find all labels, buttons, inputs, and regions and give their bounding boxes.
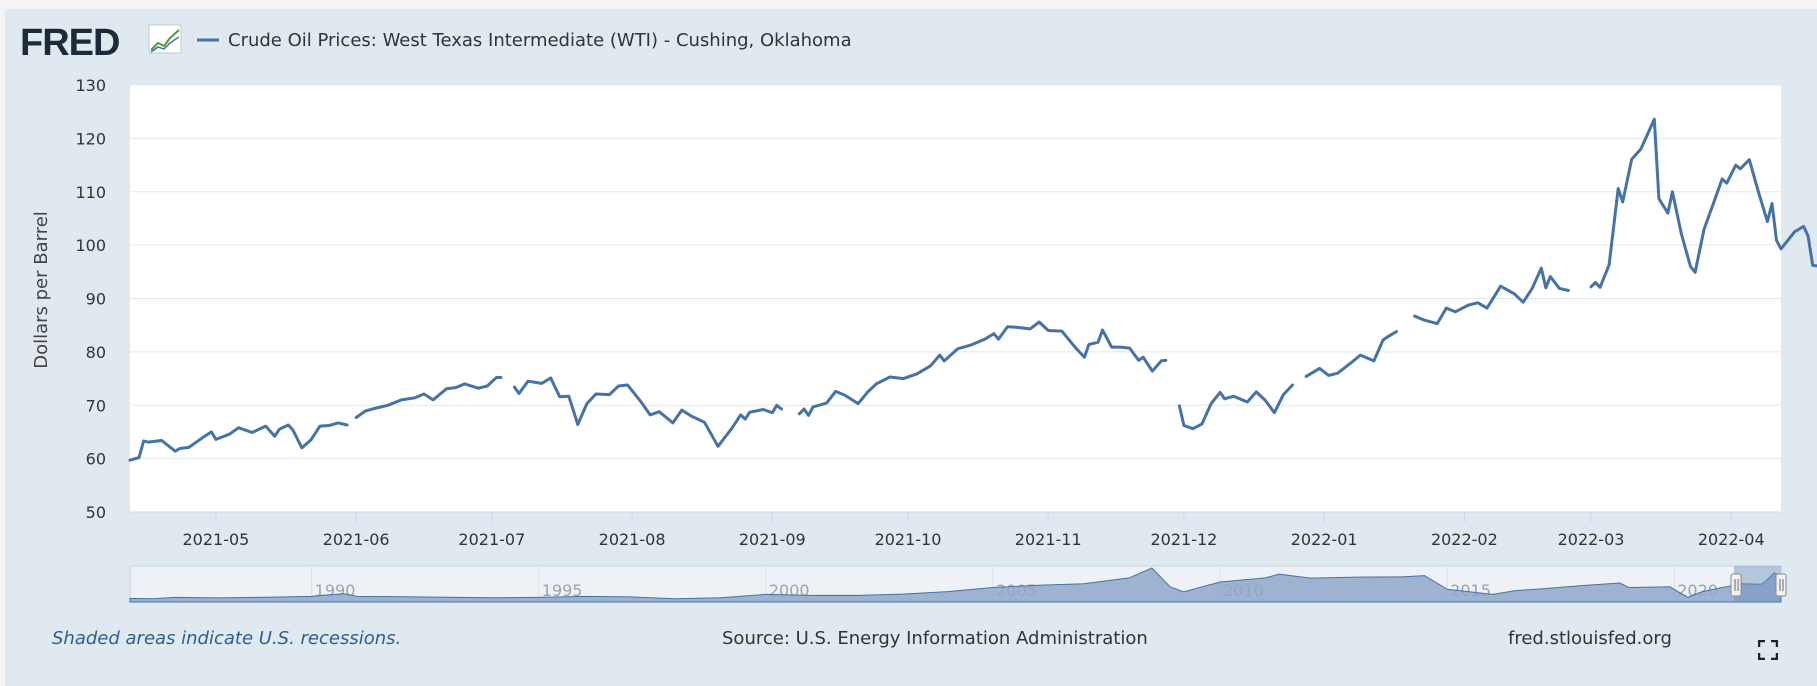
- y-tick-label: 100: [75, 236, 106, 255]
- navigator-tick-label: 1995: [542, 581, 583, 600]
- y-axis-ticks: 50 60 70 80 90 100 110 120 130: [75, 76, 106, 522]
- series-line-segment: [128, 421, 349, 462]
- site-url: fred.stlouisfed.org: [1508, 628, 1672, 649]
- series-line-segment: [354, 376, 503, 419]
- y-axis-label: Dollars per Barrel: [31, 211, 52, 369]
- x-tick-label: 2022-02: [1431, 530, 1498, 549]
- gridlines: [130, 84, 1781, 460]
- x-tick-label: 2021-12: [1150, 530, 1217, 549]
- fred-logo-text: FRED: [20, 22, 119, 64]
- series-line-segment: [1304, 330, 1398, 378]
- y-tick-label: 90: [86, 290, 106, 309]
- x-tick-label: 2021-08: [599, 530, 666, 549]
- x-tick-label: 2021-09: [739, 530, 806, 549]
- fullscreen-icon[interactable]: [1758, 640, 1778, 660]
- x-tick-label: 2022-01: [1291, 530, 1358, 549]
- x-tick-label: 2021-07: [458, 530, 525, 549]
- navigator-selection[interactable]: [1734, 566, 1781, 602]
- x-tick-label: 2022-03: [1558, 530, 1625, 549]
- navigator[interactable]: 1990199520002005201020152020: [129, 565, 1787, 603]
- y-tick-label: 120: [75, 129, 106, 148]
- y-tick-label: 130: [75, 76, 106, 95]
- fred-logo[interactable]: FRED: [20, 22, 182, 64]
- y-tick-label: 60: [86, 450, 106, 469]
- series-line-segment: [797, 320, 1168, 417]
- series-line-segment: [1413, 266, 1570, 326]
- x-axis-ticks: 2021-05 2021-06 2021-07 2021-08 2021-09 2021-…: [130, 511, 1781, 549]
- navigator-handle-right[interactable]: [1775, 573, 1787, 597]
- y-tick-label: 70: [86, 396, 106, 415]
- navigator-area: [129, 567, 1782, 603]
- series-wti: [128, 117, 1817, 462]
- navigator-handle-left[interactable]: [1730, 573, 1742, 597]
- x-tick-label: 2021-10: [875, 530, 942, 549]
- chart-title[interactable]: Crude Oil Prices: West Texas Intermediat…: [228, 30, 852, 51]
- series-line-segment: [1177, 383, 1294, 431]
- y-tick-label: 50: [86, 503, 106, 522]
- recession-note-link[interactable]: Shaded areas indicate U.S. recessions.: [52, 628, 402, 649]
- source-text: Source: U.S. Energy Information Administ…: [722, 628, 1148, 649]
- x-tick-label: 2021-06: [323, 530, 390, 549]
- x-tick-label: 2021-11: [1015, 530, 1082, 549]
- series-line-segment: [513, 376, 783, 448]
- x-tick-label: 2022-04: [1698, 530, 1765, 549]
- x-tick-label: 2021-05: [183, 530, 250, 549]
- series-line-segment: [1589, 117, 1817, 289]
- mini-chart-icon: [148, 24, 182, 54]
- y-tick-label: 110: [75, 183, 106, 202]
- y-tick-label: 80: [86, 343, 106, 362]
